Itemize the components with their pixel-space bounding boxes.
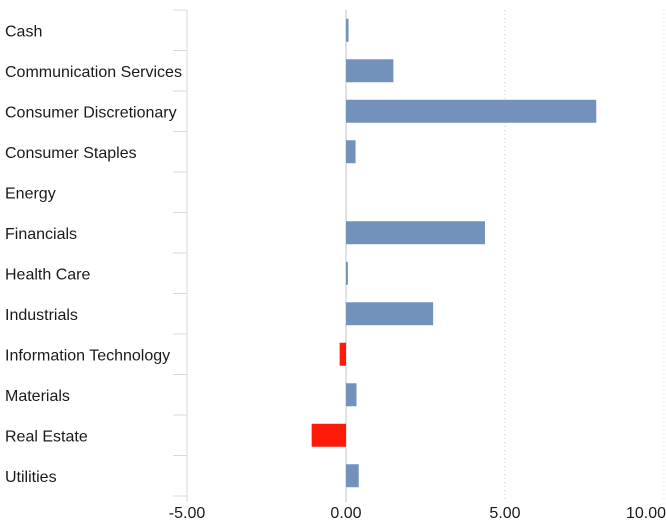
category-label: Energy bbox=[5, 185, 56, 202]
bar-consumer-staples bbox=[346, 140, 356, 164]
category-label: Real Estate bbox=[5, 428, 88, 445]
category-label: Cash bbox=[5, 23, 42, 40]
bar-layer bbox=[311, 18, 597, 488]
category-label: Health Care bbox=[5, 266, 90, 283]
category-label: Materials bbox=[5, 388, 70, 405]
x-axis-ticks: -5.00 0.00 5.00 10.00 bbox=[169, 505, 666, 522]
category-labels: Cash Communication Services Consumer Discr… bbox=[5, 23, 182, 486]
bar-communication-services bbox=[346, 59, 394, 83]
x-tick-label: 0.00 bbox=[330, 505, 361, 522]
category-label: Financials bbox=[5, 226, 77, 243]
x-tick-label: -5.00 bbox=[169, 505, 206, 522]
category-label: Utilities bbox=[5, 469, 57, 486]
bar-industrials bbox=[346, 302, 434, 326]
category-label: Information Technology bbox=[5, 347, 170, 364]
grid-layer bbox=[173, 9, 665, 502]
bar-information-technology bbox=[339, 342, 346, 366]
category-label: Communication Services bbox=[5, 64, 182, 81]
bar-health-care bbox=[346, 261, 348, 285]
bar-utilities bbox=[346, 464, 359, 488]
bar-real-estate bbox=[311, 423, 346, 447]
category-label: Consumer Discretionary bbox=[5, 104, 177, 121]
bar-consumer-discretionary bbox=[346, 99, 597, 123]
bar-cash bbox=[346, 18, 349, 42]
category-label: Industrials bbox=[5, 307, 78, 324]
bar-materials bbox=[346, 383, 357, 407]
bar-financials bbox=[346, 221, 485, 245]
x-tick-label: 10.00 bbox=[626, 505, 666, 522]
category-label: Consumer Staples bbox=[5, 145, 137, 162]
x-tick-label: 5.00 bbox=[489, 505, 520, 522]
